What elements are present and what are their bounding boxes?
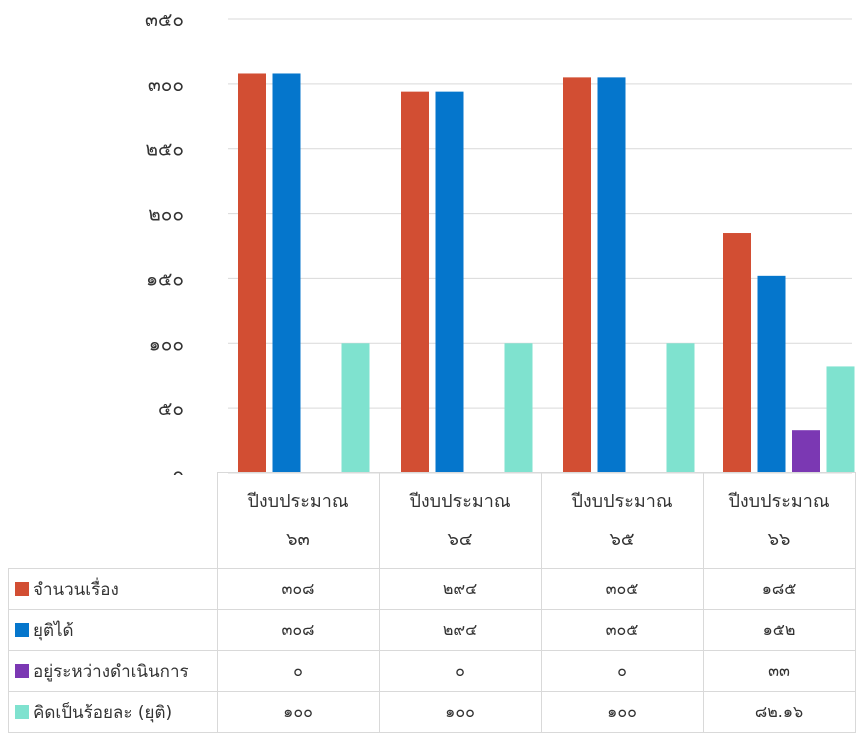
- category-label: ปีงบประมาณ ๖๔: [378, 472, 542, 569]
- y-tick-label: ๓๐๐: [148, 74, 184, 96]
- bar: [504, 343, 533, 473]
- y-tick-label: ๑๐๐: [149, 333, 184, 355]
- data-label: ๓๐๘: [216, 609, 380, 651]
- data-label: ๐: [540, 650, 704, 692]
- data-label: ๑๐๐: [540, 691, 704, 733]
- category-label: ปีงบประมาณ ๖๓: [216, 472, 380, 569]
- data-label: ๒๙๔: [378, 568, 542, 610]
- bar: [666, 343, 695, 473]
- bar-chart: ๐ ๕๐ ๑๐๐ ๑๕๐ ๒๐๐ ๒๕๐ ๓๐๐ ๓๕๐: [145, 9, 855, 475]
- legend-item: คิดเป็นร้อยละ (ยุติ): [8, 691, 218, 733]
- y-tick-label: ๐: [172, 463, 184, 475]
- legend-key: [15, 663, 29, 678]
- y-axis: ๐ ๕๐ ๑๐๐ ๑๕๐ ๒๐๐ ๒๕๐ ๓๐๐ ๓๕๐: [145, 9, 184, 475]
- table-row-series-2: ยุติได้ ๓๐๘ ๒๙๔ ๓๐๕ ๑๕๒: [8, 609, 856, 651]
- bar: [563, 77, 591, 473]
- bar: [435, 91, 464, 473]
- data-label: ๓๐๕: [540, 568, 704, 610]
- bar: [757, 275, 786, 473]
- table-row-series-4: คิดเป็นร้อยละ (ยุติ) ๑๐๐ ๑๐๐ ๑๐๐ ๘๒.๑๖: [8, 691, 856, 733]
- bar: [341, 343, 370, 473]
- table-header-row: ปีงบประมาณ ๖๓ ปีงบประมาณ ๖๔ ปีงบประมาณ ๖…: [8, 472, 856, 569]
- legend-key: [15, 581, 29, 596]
- y-tick-label: ๓๕๐: [145, 9, 184, 31]
- bar: [597, 77, 626, 473]
- y-tick-label: ๒๕๐: [145, 139, 184, 161]
- data-label: ๑๐๐: [378, 691, 542, 733]
- bar: [723, 233, 751, 473]
- data-label: ๓๐๘: [216, 568, 380, 610]
- category-label: ปีงบประมาณ ๖๕: [540, 472, 704, 569]
- table-row-series-1: จำนวนเรื่อง ๓๐๘ ๒๙๔ ๓๐๕ ๑๘๕: [8, 568, 856, 610]
- bar: [238, 73, 266, 473]
- bar: [401, 91, 429, 473]
- data-label: ๐: [216, 650, 380, 692]
- data-label: ๘๒.๑๖: [702, 691, 856, 733]
- data-label: ๐: [378, 650, 542, 692]
- data-label: ๑๐๐: [216, 691, 380, 733]
- legend-item: อยู่ระหว่างดำเนินการ: [8, 650, 218, 692]
- y-tick-label: ๕๐: [158, 398, 184, 420]
- data-table: ปีงบประมาณ ๖๓ ปีงบประมาณ ๖๔ ปีงบประมาณ ๖…: [8, 472, 856, 733]
- data-label: ๒๙๔: [378, 609, 542, 651]
- bar: [272, 73, 301, 473]
- gridlines: [228, 18, 852, 474]
- y-tick-label: ๒๐๐: [148, 204, 184, 226]
- data-label: ๑๕๒: [702, 609, 856, 651]
- table-row-series-3: อยู่ระหว่างดำเนินการ ๐ ๐ ๐ ๓๓: [8, 650, 856, 692]
- data-label: ๓๐๕: [540, 609, 704, 651]
- bars: [238, 73, 855, 473]
- table-corner: [8, 472, 218, 569]
- bar: [826, 366, 855, 473]
- category-label: ปีงบประมาณ ๖๖: [702, 472, 856, 569]
- legend-key: [15, 704, 29, 719]
- y-tick-label: ๑๕๐: [146, 268, 184, 290]
- data-label: ๑๘๕: [702, 568, 856, 610]
- legend-item: ยุติได้: [8, 609, 218, 651]
- legend-item: จำนวนเรื่อง: [8, 568, 218, 610]
- bar: [792, 430, 820, 473]
- legend-key: [15, 622, 29, 637]
- data-label: ๓๓: [702, 650, 856, 692]
